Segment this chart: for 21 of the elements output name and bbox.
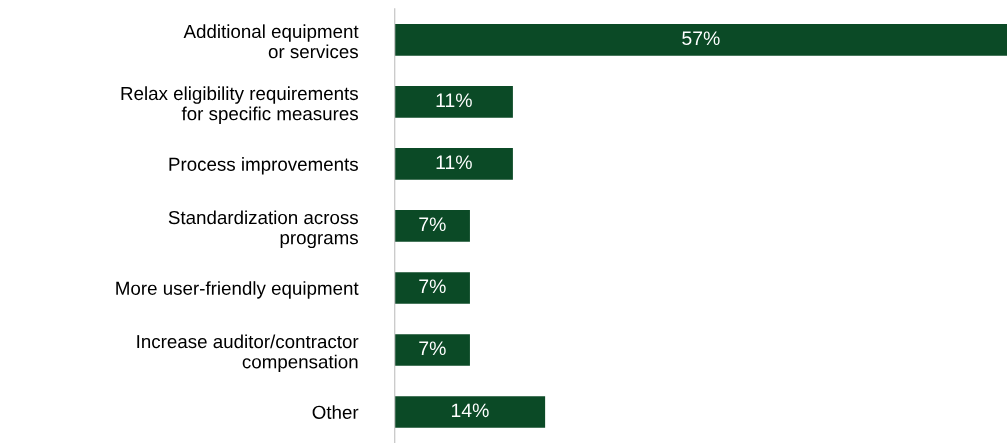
y-tick-label: Additional equipment or services (183, 24, 359, 59)
y-tick-label: Increase auditor/contractor compensation (137, 334, 359, 373)
bar (394, 86, 513, 118)
y-tick-label: Relax eligibility requirements for specific measures (121, 86, 358, 125)
y-tick-label: Process improvements (169, 157, 358, 175)
data-label: 57% (682, 31, 720, 46)
data-label: 7% (419, 217, 446, 232)
bar (394, 396, 546, 428)
data-label: 7% (419, 279, 446, 294)
data-label: 11% (436, 93, 472, 108)
y-tick-label: More user-friendly equipment (116, 281, 359, 299)
data-label: 14% (451, 403, 489, 418)
bar (394, 334, 470, 366)
bar (394, 148, 513, 180)
y-tick-label: Standardization across programs (168, 210, 358, 249)
bar (394, 24, 1007, 56)
y-tick-label: Other (312, 405, 359, 419)
data-label: 7% (419, 341, 446, 356)
bar (394, 272, 470, 304)
bar (394, 210, 470, 242)
data-label: 11% (436, 155, 472, 170)
